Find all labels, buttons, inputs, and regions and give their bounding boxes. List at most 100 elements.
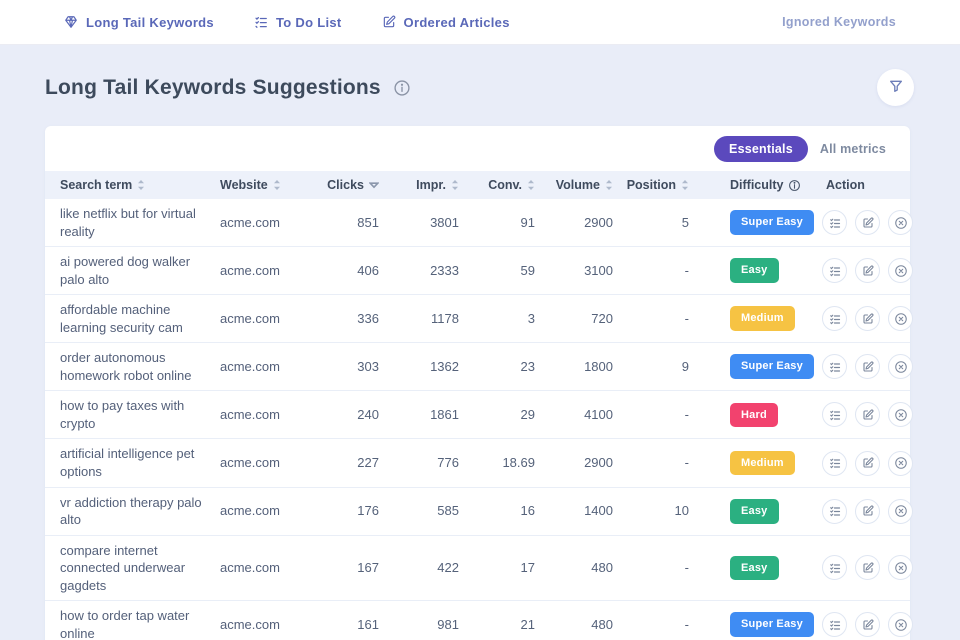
difficulty-badge: Easy <box>730 258 779 284</box>
compose-icon <box>862 265 874 277</box>
difficulty-badge: Easy <box>730 498 779 524</box>
ignore-keyword-button[interactable] <box>888 210 913 236</box>
add-to-todo-button[interactable] <box>822 555 847 581</box>
nav-ignored-keywords[interactable]: Ignored Keywords <box>782 15 896 29</box>
table-row: affordable machine learning security cam… <box>45 295 913 344</box>
circle-x-icon <box>894 618 908 632</box>
position-cell: 10 <box>674 503 689 519</box>
ignore-keyword-button[interactable] <box>888 306 913 332</box>
col-website[interactable]: Website <box>215 173 320 197</box>
nav-ordered-articles[interactable]: Ordered Articles <box>382 15 510 30</box>
table-row: compare internet connected underwear gag… <box>45 536 913 602</box>
col-action: Action <box>812 173 900 197</box>
info-icon[interactable] <box>393 79 411 97</box>
ignore-keyword-button[interactable] <box>888 555 913 581</box>
impressions-cell: 422 <box>437 560 459 576</box>
todo-list-icon <box>829 217 841 229</box>
order-article-button[interactable] <box>855 498 880 524</box>
col-label: Position <box>626 178 676 192</box>
order-article-button[interactable] <box>855 450 880 476</box>
add-to-todo-button[interactable] <box>822 210 847 236</box>
conversions-cell: 91 <box>520 214 535 230</box>
add-to-todo-button[interactable] <box>822 306 847 332</box>
position-cell: 9 <box>681 359 689 375</box>
clicks-cell: 176 <box>357 503 379 519</box>
volume-cell: 2900 <box>584 455 613 471</box>
col-conversions[interactable]: Conv. <box>464 173 540 197</box>
ignore-keyword-button[interactable] <box>888 402 913 428</box>
todo-list-icon <box>829 619 841 631</box>
add-to-todo-button[interactable] <box>822 354 847 380</box>
actions-cell <box>812 549 913 586</box>
todo-list-icon <box>829 265 841 277</box>
difficulty-cell: Medium <box>694 300 812 337</box>
essentials-tab[interactable]: Essentials <box>714 136 808 162</box>
col-clicks[interactable]: Clicks <box>320 173 384 197</box>
ignore-keyword-button[interactable] <box>888 612 913 638</box>
actions-cell <box>812 396 913 433</box>
compose-icon <box>382 15 396 29</box>
col-search-term[interactable]: Search term <box>55 173 215 197</box>
order-article-button[interactable] <box>855 354 880 380</box>
circle-x-icon <box>894 408 908 422</box>
nav-label: To Do List <box>275 14 342 30</box>
col-label: Difficulty <box>730 178 784 192</box>
col-label: Website <box>220 178 268 192</box>
difficulty-badge: Super Easy <box>730 612 814 638</box>
ignore-keyword-button[interactable] <box>888 450 913 476</box>
todo-list-icon <box>829 562 841 574</box>
nav-long-tail-keywords[interactable]: Long Tail Keywords <box>64 15 214 30</box>
ignore-keyword-button[interactable] <box>888 498 913 524</box>
circle-x-icon <box>894 360 908 374</box>
keyword-cell: ai powered dog walker palo alto <box>60 254 191 287</box>
add-to-todo-button[interactable] <box>822 450 847 476</box>
volume-cell: 1800 <box>584 359 613 375</box>
ignore-keyword-button[interactable] <box>888 258 913 284</box>
order-article-button[interactable] <box>855 258 880 284</box>
clicks-cell: 851 <box>357 214 379 230</box>
conversions-cell: 16 <box>520 503 535 519</box>
order-article-button[interactable] <box>855 210 880 236</box>
difficulty-info-icon[interactable] <box>788 179 801 192</box>
conversions-cell: 59 <box>520 262 535 278</box>
clicks-cell: 161 <box>357 617 379 633</box>
compose-icon <box>862 409 874 421</box>
col-position[interactable]: Position <box>618 173 694 197</box>
order-article-button[interactable] <box>855 555 880 581</box>
difficulty-cell: Hard <box>694 397 812 434</box>
col-label: Conv. <box>488 178 522 192</box>
todo-list-icon <box>829 505 841 517</box>
clicks-cell: 240 <box>357 407 379 423</box>
difficulty-badge: Easy <box>730 555 779 581</box>
col-difficulty[interactable]: Difficulty <box>694 173 812 197</box>
todo-list-icon <box>829 361 841 373</box>
order-article-button[interactable] <box>855 306 880 332</box>
top-navbar: Long Tail Keywords To Do List Ordered Ar… <box>0 0 960 45</box>
add-to-todo-button[interactable] <box>822 498 847 524</box>
col-impressions[interactable]: Impr. <box>384 173 464 197</box>
order-article-button[interactable] <box>855 612 880 638</box>
filter-button[interactable] <box>877 69 914 106</box>
actions-cell <box>812 348 913 385</box>
website-cell: acme.com <box>220 560 280 576</box>
impressions-cell: 1861 <box>430 407 459 423</box>
website-cell: acme.com <box>220 310 280 326</box>
sort-icon <box>605 179 613 191</box>
position-cell: - <box>684 560 689 576</box>
col-volume[interactable]: Volume <box>540 173 618 197</box>
actions-cell <box>812 606 913 640</box>
order-article-button[interactable] <box>855 402 880 428</box>
position-cell: - <box>684 262 689 278</box>
compose-icon <box>862 361 874 373</box>
conversions-cell: 3 <box>527 310 535 326</box>
add-to-todo-button[interactable] <box>822 402 847 428</box>
ignore-keyword-button[interactable] <box>888 354 913 380</box>
sort-icon <box>273 179 281 191</box>
difficulty-cell: Medium <box>694 445 812 482</box>
page-title: Long Tail Keywords Suggestions <box>45 75 381 99</box>
add-to-todo-button[interactable] <box>822 612 847 638</box>
all-metrics-tab[interactable]: All metrics <box>819 142 886 156</box>
todo-list-icon <box>829 409 841 421</box>
add-to-todo-button[interactable] <box>822 258 847 284</box>
nav-to-do-list[interactable]: To Do List <box>254 15 342 30</box>
